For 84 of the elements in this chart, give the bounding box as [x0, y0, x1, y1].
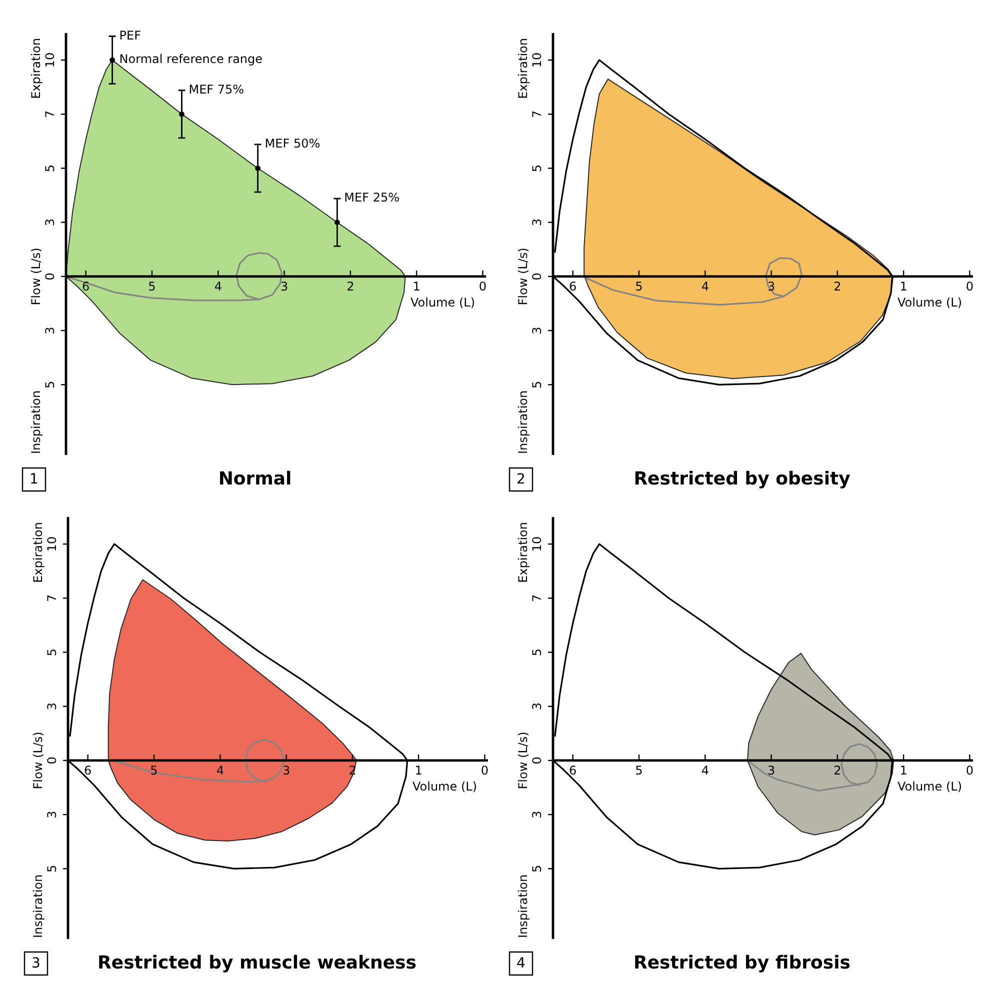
- x-tick-label: 3: [767, 764, 776, 778]
- y-tick-label: 5: [43, 380, 58, 388]
- y-axis-title: Flow (L/s): [516, 732, 530, 790]
- x-tick-label: 3: [280, 280, 288, 294]
- y-tick-label: 5: [45, 648, 60, 656]
- y-tick-label: 3: [45, 810, 60, 818]
- y-tick-label: 10: [530, 52, 544, 68]
- y-tick-label: 5: [530, 864, 544, 872]
- y-tick-label: 5: [530, 380, 544, 388]
- x-tick-label: 0: [966, 764, 974, 778]
- x-tick-label: 1: [412, 280, 420, 294]
- y-tick-label: 3: [530, 218, 544, 226]
- x-axis-title: Volume (L): [898, 780, 962, 794]
- x-tick-label: 6: [569, 280, 577, 294]
- x-tick-label: 0: [478, 280, 487, 294]
- y-tick-label: 3: [530, 810, 544, 818]
- x-tick-label: 2: [834, 280, 842, 294]
- y-tick-label: 7: [530, 110, 544, 118]
- x-tick-label: 3: [767, 280, 776, 294]
- text: Inspiration: [516, 874, 530, 938]
- annotation: PEF: [119, 28, 142, 42]
- y-tick-label: 0: [43, 272, 58, 280]
- y-axis-title: Flow (L/s): [31, 732, 46, 790]
- y-tick-label: 5: [530, 164, 544, 172]
- x-tick-label: 5: [150, 764, 158, 778]
- y-tick-label: 7: [45, 594, 60, 602]
- x-tick-label: 5: [635, 280, 643, 294]
- y-tick-label: 7: [530, 594, 544, 602]
- annotation: MEF 25%: [344, 190, 400, 205]
- y-tick-label: 0: [45, 756, 60, 764]
- y-tick-label: 0: [530, 756, 544, 764]
- x-tick-label: 6: [569, 764, 577, 778]
- text: Inspiration: [29, 390, 44, 454]
- text: 1: [30, 472, 38, 488]
- x-tick-label: 6: [82, 280, 90, 294]
- text: Expiration: [516, 522, 530, 583]
- text: Normal: [218, 468, 292, 490]
- x-tick-label: 4: [701, 280, 709, 294]
- x-tick-label: 4: [214, 280, 222, 294]
- text: Inspiration: [516, 390, 530, 454]
- text: 2: [516, 472, 526, 488]
- x-tick-label: 1: [900, 280, 908, 294]
- y-tick-label: 5: [43, 164, 58, 172]
- text: Restricted by fibrosis: [633, 952, 851, 974]
- y-tick-label: 10: [530, 536, 544, 552]
- y-axis-title: Flow (L/s): [29, 248, 44, 306]
- y-tick-label: 3: [43, 326, 58, 334]
- y-tick-label: 10: [43, 52, 58, 68]
- x-tick-label: 0: [966, 280, 974, 294]
- annotation: MEF 50%: [264, 136, 320, 151]
- y-tick-label: 5: [45, 864, 60, 872]
- x-tick-label: 4: [216, 764, 224, 778]
- text: Expiration: [29, 38, 44, 99]
- x-tick-label: 1: [414, 764, 422, 778]
- y-tick-label: 7: [43, 110, 58, 118]
- x-tick-label: 6: [84, 764, 92, 778]
- text: Restricted by muscle weakness: [98, 952, 416, 974]
- x-axis-title: Volume (L): [898, 296, 962, 310]
- x-tick-label: 0: [480, 764, 489, 778]
- text: Restricted by obesity: [634, 468, 851, 490]
- x-tick-label: 5: [635, 764, 643, 778]
- y-tick-label: 3: [530, 702, 544, 710]
- x-tick-label: 5: [148, 280, 156, 294]
- x-tick-label: 2: [346, 280, 354, 294]
- x-tick-label: 1: [900, 764, 908, 778]
- y-tick-label: 5: [530, 648, 544, 656]
- y-tick-label: 3: [45, 702, 60, 710]
- x-tick-label: 3: [282, 764, 290, 778]
- text: Expiration: [516, 38, 530, 99]
- text: Inspiration: [31, 874, 46, 938]
- x-tick-label: 4: [701, 764, 709, 778]
- text: 3: [32, 956, 40, 972]
- y-tick-label: 10: [45, 536, 60, 552]
- y-tick-label: 3: [530, 326, 544, 334]
- x-tick-label: 2: [834, 764, 842, 778]
- x-axis-title: Volume (L): [410, 296, 475, 310]
- y-axis-title: Flow (L/s): [516, 248, 530, 306]
- annotation: MEF 75%: [188, 82, 244, 96]
- y-tick-label: 3: [43, 218, 58, 226]
- text: 4: [516, 956, 526, 972]
- text: Expiration: [31, 522, 46, 583]
- x-axis-title: Volume (L): [412, 780, 477, 794]
- annotation: Normal reference range: [119, 52, 263, 66]
- y-tick-label: 0: [530, 272, 544, 280]
